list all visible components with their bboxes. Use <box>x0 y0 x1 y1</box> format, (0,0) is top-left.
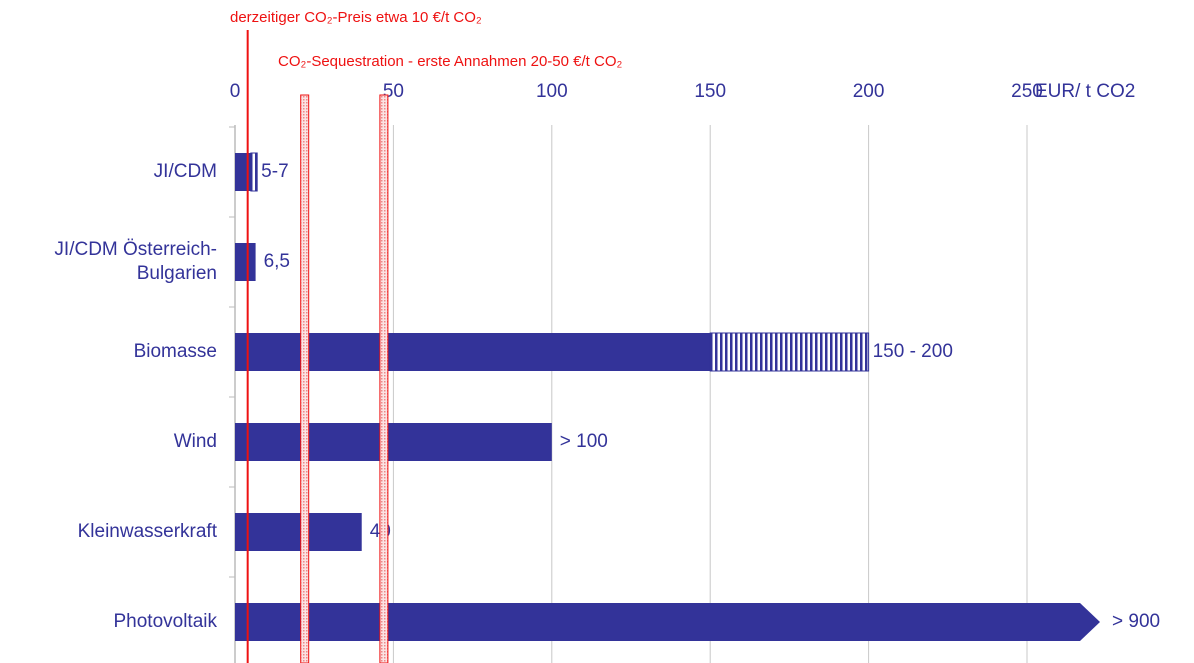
bar <box>235 423 552 461</box>
bar-range <box>709 332 870 372</box>
bar <box>235 603 1100 641</box>
bar-range <box>250 152 258 192</box>
x-tick-label: 250 <box>1011 81 1043 102</box>
data-label: 6,5 <box>264 251 290 272</box>
y-tick-label: JI/CDM Österreich-Bulgarien <box>54 239 217 284</box>
y-tick-label: Kleinwasserkraft <box>78 521 218 542</box>
x-tick-label: 0 <box>230 81 241 102</box>
reference-line-label: derzeitiger CO₂-Preis etwa 10 €/t CO₂ <box>230 9 482 26</box>
y-tick-label: Biomasse <box>134 341 217 362</box>
y-tick-label: JI/CDM <box>154 161 217 182</box>
x-tick-label: 200 <box>853 81 885 102</box>
reference-band <box>300 94 310 663</box>
y-tick-label: Photovoltaik <box>113 611 217 632</box>
data-label: > 900 <box>1112 611 1160 632</box>
data-label: 150 - 200 <box>873 341 953 362</box>
reference-band <box>379 94 389 663</box>
x-tick-label: 150 <box>694 81 726 102</box>
y-tick-label: Wind <box>174 431 217 452</box>
data-label: 5-7 <box>261 161 288 182</box>
x-tick-label: 100 <box>536 81 568 102</box>
x-axis-label: EUR/ t CO2 <box>1035 81 1135 102</box>
bar <box>235 333 711 371</box>
bar <box>235 513 362 551</box>
data-label: > 100 <box>560 431 608 452</box>
bar <box>235 243 256 281</box>
reference-band-label: CO₂-Sequestration - erste Annahmen 20-50… <box>278 53 622 70</box>
